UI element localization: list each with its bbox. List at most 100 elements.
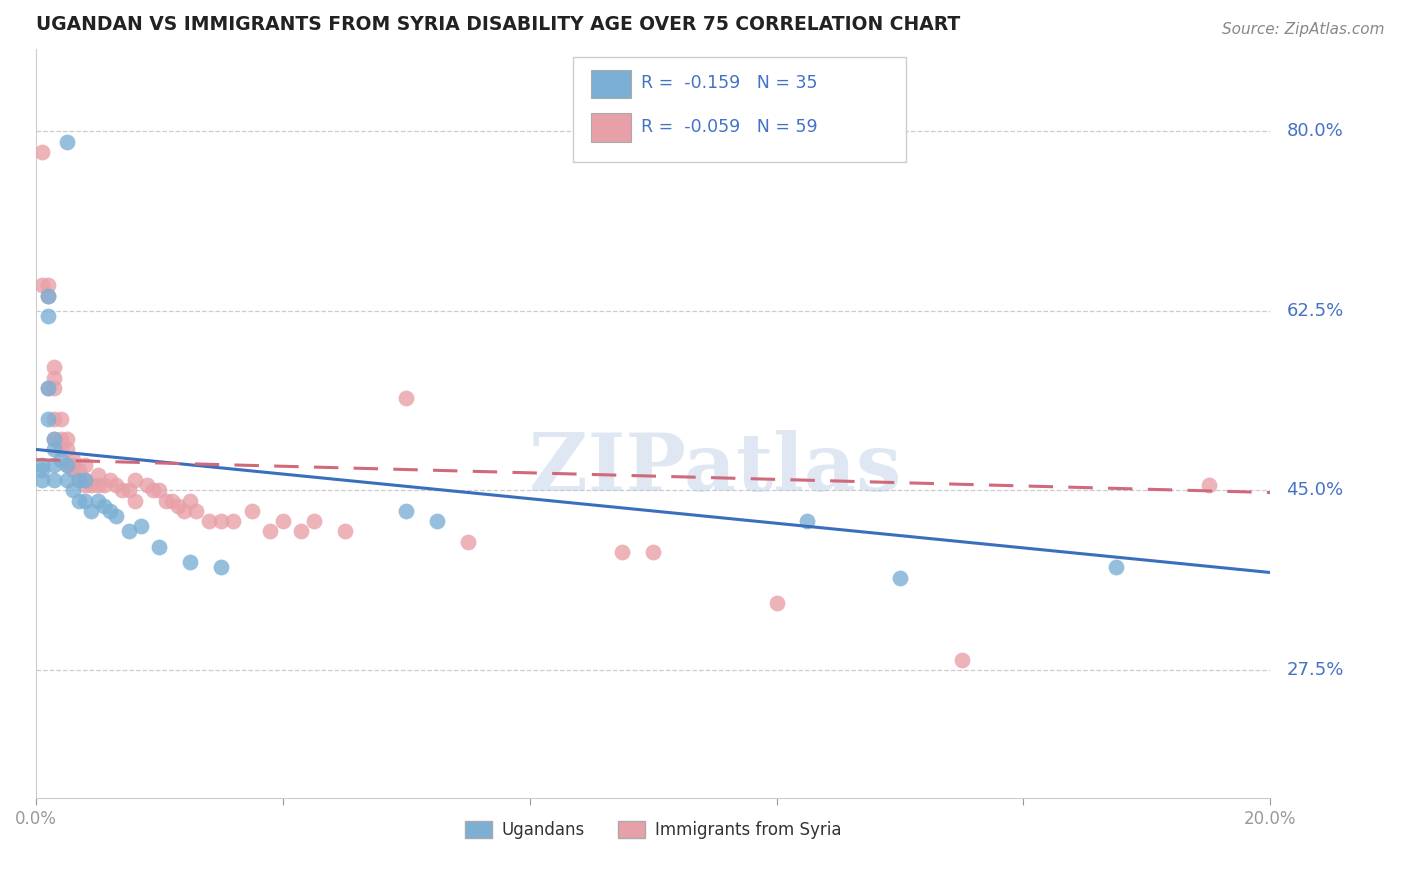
Point [44, 381, 66, 395]
Point [37, 309, 59, 323]
Text: UGANDAN VS IMMIGRANTS FROM SYRIA DISABILITY AGE OVER 75 CORRELATION CHART: UGANDAN VS IMMIGRANTS FROM SYRIA DISABIL… [37, 15, 960, 34]
Point [209, 560, 232, 574]
Point [31, 458, 53, 472]
Point [160, 493, 183, 508]
Point [105, 478, 128, 492]
Point [37, 381, 59, 395]
Point [67, 463, 90, 477]
Point [395, 391, 418, 405]
Point [167, 499, 190, 513]
Point [179, 555, 201, 569]
Point [222, 514, 245, 528]
Point [56, 473, 79, 487]
Point [136, 478, 159, 492]
Point [37, 288, 59, 302]
Point [889, 571, 911, 585]
Point [98, 504, 121, 518]
Point [75, 478, 97, 492]
Point [148, 540, 170, 554]
Point [86, 478, 108, 492]
Point [643, 545, 665, 559]
Point [56, 458, 79, 472]
Point [98, 473, 121, 487]
Point [796, 514, 818, 528]
Point [56, 442, 79, 457]
Point [49, 452, 72, 467]
Point [209, 514, 232, 528]
Text: 80.0%: 80.0% [1286, 122, 1343, 141]
Point [44, 411, 66, 425]
Point [80, 504, 103, 518]
Point [259, 524, 281, 539]
Point [240, 504, 263, 518]
Point [62, 463, 84, 477]
Legend: Ugandans, Immigrants from Syria: Ugandans, Immigrants from Syria [458, 814, 848, 846]
Text: ZIPatlas: ZIPatlas [529, 430, 901, 508]
Point [62, 483, 84, 498]
Point [49, 411, 72, 425]
Point [93, 478, 115, 492]
Point [31, 463, 53, 477]
Point [155, 493, 177, 508]
Point [67, 473, 90, 487]
Point [173, 504, 195, 518]
Point [67, 473, 90, 487]
Point [31, 473, 53, 487]
Point [37, 411, 59, 425]
Point [950, 653, 973, 667]
Text: Source: ZipAtlas.com: Source: ZipAtlas.com [1222, 22, 1385, 37]
Point [186, 504, 208, 518]
Text: 27.5%: 27.5% [1286, 661, 1344, 679]
Point [148, 483, 170, 498]
Point [612, 545, 634, 559]
Point [302, 514, 325, 528]
Point [197, 514, 219, 528]
Point [44, 432, 66, 446]
Point [86, 468, 108, 483]
Point [44, 458, 66, 472]
Point [62, 452, 84, 467]
Point [333, 524, 356, 539]
Point [290, 524, 312, 539]
Point [426, 514, 449, 528]
Point [49, 432, 72, 446]
Point [395, 504, 418, 518]
Point [44, 360, 66, 375]
Point [44, 432, 66, 446]
FancyBboxPatch shape [572, 57, 905, 161]
Point [124, 473, 146, 487]
Point [75, 493, 97, 508]
Point [37, 288, 59, 302]
Point [44, 442, 66, 457]
Point [62, 458, 84, 472]
Point [457, 534, 479, 549]
Text: R =  -0.159   N = 35: R = -0.159 N = 35 [641, 74, 817, 92]
Point [56, 135, 79, 149]
Point [44, 473, 66, 487]
Point [44, 370, 66, 384]
Text: 62.5%: 62.5% [1286, 302, 1344, 320]
Point [179, 493, 201, 508]
Text: 45.0%: 45.0% [1286, 482, 1343, 500]
Point [271, 514, 294, 528]
Point [117, 483, 139, 498]
Point [56, 432, 79, 446]
Point [1105, 560, 1128, 574]
Point [93, 499, 115, 513]
Text: R =  -0.059   N = 59: R = -0.059 N = 59 [641, 118, 817, 136]
Point [75, 458, 97, 472]
Point [1198, 478, 1220, 492]
FancyBboxPatch shape [592, 70, 631, 98]
Point [31, 145, 53, 159]
Point [765, 596, 787, 610]
Point [49, 442, 72, 457]
Point [75, 473, 97, 487]
Point [142, 483, 165, 498]
Point [124, 493, 146, 508]
Point [111, 483, 134, 498]
FancyBboxPatch shape [592, 113, 631, 142]
Point [129, 519, 152, 533]
Point [37, 381, 59, 395]
Point [67, 493, 90, 508]
Point [37, 278, 59, 293]
